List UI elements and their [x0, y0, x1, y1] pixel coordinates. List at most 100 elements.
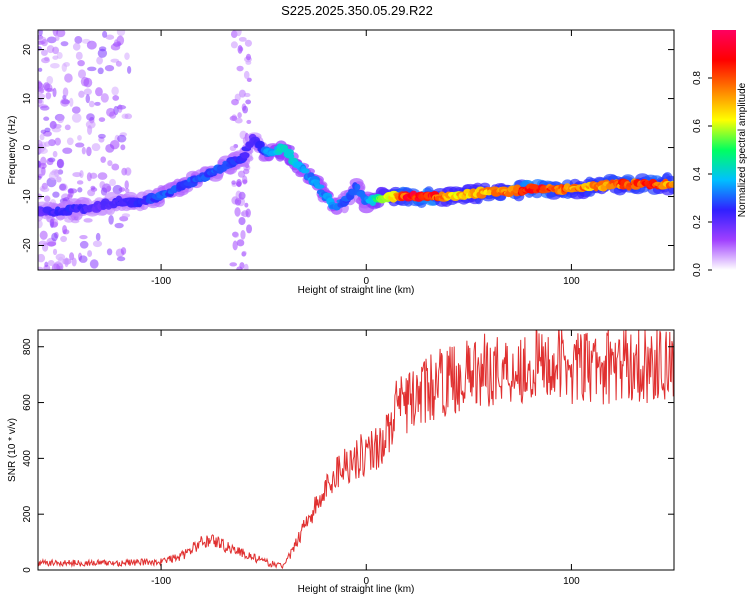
noise-blob — [64, 217, 74, 223]
noise-blob — [111, 86, 119, 96]
noise-blob — [52, 46, 60, 55]
noise-blob — [116, 105, 127, 110]
y-tick-label: 0 — [22, 567, 33, 573]
noise-blob — [71, 113, 82, 123]
noise-blob — [38, 30, 43, 36]
noise-blob — [64, 257, 69, 268]
spectrogram-frame — [37, 29, 675, 271]
noise-blob — [86, 146, 92, 157]
noise-blob — [72, 172, 82, 178]
ridge-blob — [314, 184, 325, 189]
colorbar-tick-label: 0.6 — [692, 119, 703, 133]
noise-blob — [98, 117, 106, 122]
colorbar-label: Normalized spectral amplitude — [737, 82, 748, 217]
y-tick-label: 600 — [22, 394, 33, 411]
snr-frame — [37, 329, 675, 571]
noise-blob — [40, 186, 50, 193]
noise-blob — [54, 35, 60, 41]
noise-blob — [100, 156, 106, 163]
noise-blob — [232, 231, 240, 238]
noise-blob — [246, 119, 252, 124]
noise-blob — [120, 144, 126, 151]
noise-blob — [87, 250, 93, 258]
ridge-blob — [301, 168, 310, 174]
noise-blob — [77, 59, 85, 67]
y-tick-label: -10 — [22, 189, 33, 204]
noise-blob — [100, 93, 109, 103]
noise-blob — [39, 230, 48, 240]
noise-blob — [236, 239, 245, 247]
ridge-blob — [245, 141, 254, 149]
noise-blob — [44, 56, 50, 62]
noise-blob — [105, 34, 115, 40]
noise-blob — [92, 240, 103, 248]
noise-blob — [78, 90, 85, 98]
noise-blob — [38, 147, 48, 154]
noise-blob — [245, 99, 252, 105]
y-tick-label: -20 — [22, 238, 33, 253]
ridge-blob — [287, 153, 295, 159]
noise-blob — [121, 167, 128, 176]
noise-blob — [56, 113, 65, 124]
noise-blob — [112, 95, 120, 101]
ridge-blob — [531, 184, 540, 190]
noise-blob — [104, 64, 115, 72]
noise-blob — [52, 55, 59, 60]
noise-blob — [49, 121, 57, 129]
noise-blob — [109, 178, 116, 187]
noise-blob — [236, 181, 242, 187]
noise-blob — [95, 87, 103, 97]
noise-blob — [232, 240, 238, 251]
noise-blob — [87, 189, 96, 197]
noise-blob — [38, 175, 42, 181]
noise-blob — [230, 41, 238, 49]
noise-blob — [106, 107, 116, 117]
noise-blob — [38, 160, 41, 168]
noise-blob — [238, 46, 244, 52]
noise-blob — [240, 211, 245, 217]
noise-blob — [57, 256, 65, 267]
noise-blob — [85, 120, 96, 129]
colorbar-gradient — [712, 30, 736, 270]
noise-blob — [47, 241, 57, 247]
y-tick-label: 800 — [22, 338, 33, 355]
x-tick-label: 0 — [363, 576, 369, 587]
noise-blob — [71, 257, 77, 267]
y-tick-label: 10 — [22, 93, 33, 105]
noise-blob — [77, 69, 87, 79]
noise-blob — [124, 113, 133, 120]
noise-blob — [105, 144, 115, 153]
spectrogram-marks — [38, 30, 674, 270]
snr-series-line — [38, 330, 674, 570]
snr-y-label: SNR (10 * v/v) — [7, 418, 18, 482]
noise-blob — [54, 137, 61, 146]
noise-blob — [89, 172, 98, 179]
y-tick-label: 400 — [22, 450, 33, 467]
noise-blob — [231, 180, 236, 185]
noise-blob — [244, 39, 252, 47]
noise-blob — [108, 215, 114, 225]
spectrogram-plot-area — [38, 30, 674, 270]
noise-blob — [236, 266, 243, 270]
noise-blob — [242, 105, 249, 114]
noise-blob — [238, 36, 247, 42]
noise-blob — [88, 100, 95, 108]
noise-blob — [237, 112, 242, 119]
noise-blob — [234, 117, 243, 124]
y-tick-label: 200 — [22, 505, 33, 522]
colorbar-tick-label: 0.2 — [692, 215, 703, 229]
noise-blob — [113, 39, 119, 48]
noise-blob — [40, 129, 47, 134]
noise-blob — [87, 66, 97, 72]
noise-blob — [86, 113, 95, 121]
noise-blob — [39, 133, 45, 141]
noise-blob — [62, 87, 69, 97]
noise-blob — [97, 67, 104, 75]
x-tick-label: 100 — [563, 276, 580, 287]
noise-blob — [41, 39, 48, 47]
snr-plot-area — [38, 330, 674, 570]
noise-blob — [62, 224, 67, 235]
noise-blob — [62, 147, 73, 154]
noise-blob — [106, 248, 113, 256]
